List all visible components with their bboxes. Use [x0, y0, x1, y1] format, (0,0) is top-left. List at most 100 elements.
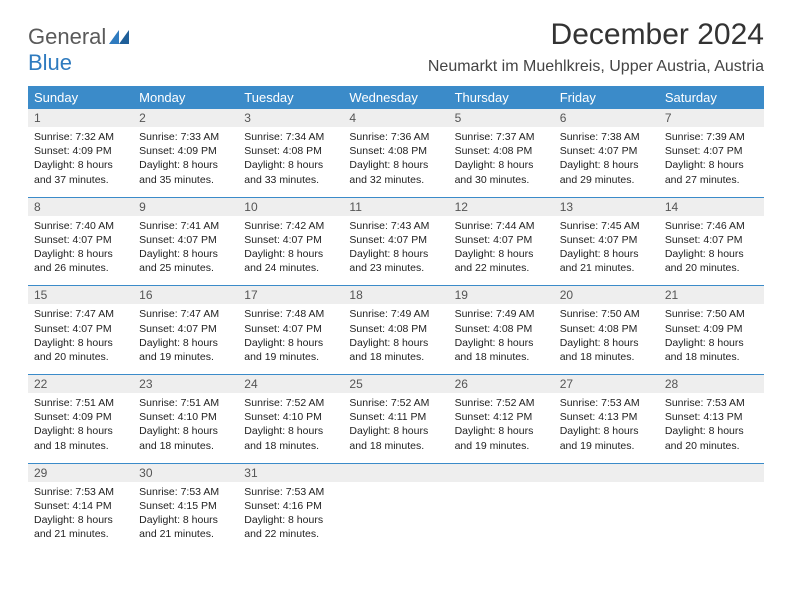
- sunset-text: Sunset: 4:08 PM: [349, 144, 442, 158]
- day-cell: Sunrise: 7:50 AMSunset: 4:08 PMDaylight:…: [554, 304, 659, 374]
- day-number: 8: [28, 197, 133, 216]
- sunset-text: Sunset: 4:10 PM: [244, 410, 337, 424]
- day-number: 23: [133, 375, 238, 394]
- daylight-text-1: Daylight: 8 hours: [34, 247, 127, 261]
- sunset-text: Sunset: 4:08 PM: [455, 144, 548, 158]
- logo-mark-icon: [109, 24, 129, 50]
- day-cell: Sunrise: 7:52 AMSunset: 4:11 PMDaylight:…: [343, 393, 448, 463]
- daylight-text-1: Daylight: 8 hours: [665, 247, 758, 261]
- daylight-text-2: and 20 minutes.: [665, 439, 758, 453]
- sunset-text: Sunset: 4:08 PM: [244, 144, 337, 158]
- day-number: 11: [343, 197, 448, 216]
- daylight-text-1: Daylight: 8 hours: [560, 336, 653, 350]
- sunrise-text: Sunrise: 7:41 AM: [139, 219, 232, 233]
- daynum-row: 293031: [28, 463, 764, 482]
- dow-wednesday: Wednesday: [343, 86, 448, 109]
- day-cell: Sunrise: 7:51 AMSunset: 4:10 PMDaylight:…: [133, 393, 238, 463]
- month-title: December 2024: [428, 18, 764, 52]
- day-number: 15: [28, 286, 133, 305]
- day-cell: Sunrise: 7:38 AMSunset: 4:07 PMDaylight:…: [554, 127, 659, 197]
- day-number: 18: [343, 286, 448, 305]
- daylight-text-1: Daylight: 8 hours: [455, 247, 548, 261]
- daylight-text-1: Daylight: 8 hours: [349, 424, 442, 438]
- calendar-table: Sunday Monday Tuesday Wednesday Thursday…: [28, 86, 764, 551]
- day-cell: Sunrise: 7:53 AMSunset: 4:13 PMDaylight:…: [659, 393, 764, 463]
- daylight-text-1: Daylight: 8 hours: [139, 424, 232, 438]
- sunset-text: Sunset: 4:14 PM: [34, 499, 127, 513]
- day-number: 6: [554, 109, 659, 127]
- data-row: Sunrise: 7:32 AMSunset: 4:09 PMDaylight:…: [28, 127, 764, 197]
- daylight-text-2: and 29 minutes.: [560, 173, 653, 187]
- location-text: Neumarkt im Muehlkreis, Upper Austria, A…: [428, 58, 764, 76]
- daylight-text-1: Daylight: 8 hours: [139, 336, 232, 350]
- day-cell: Sunrise: 7:47 AMSunset: 4:07 PMDaylight:…: [133, 304, 238, 374]
- day-number: 2: [133, 109, 238, 127]
- day-number: 1: [28, 109, 133, 127]
- sunset-text: Sunset: 4:13 PM: [560, 410, 653, 424]
- daynum-row: 15161718192021: [28, 286, 764, 305]
- daylight-text-2: and 22 minutes.: [244, 527, 337, 541]
- sunset-text: Sunset: 4:07 PM: [349, 233, 442, 247]
- day-cell: [554, 482, 659, 552]
- daylight-text-2: and 18 minutes.: [349, 439, 442, 453]
- sunset-text: Sunset: 4:07 PM: [139, 233, 232, 247]
- day-number: 4: [343, 109, 448, 127]
- daylight-text-1: Daylight: 8 hours: [139, 247, 232, 261]
- sunrise-text: Sunrise: 7:39 AM: [665, 130, 758, 144]
- daylight-text-2: and 19 minutes.: [560, 439, 653, 453]
- sunset-text: Sunset: 4:15 PM: [139, 499, 232, 513]
- sunset-text: Sunset: 4:12 PM: [455, 410, 548, 424]
- day-of-week-row: Sunday Monday Tuesday Wednesday Thursday…: [28, 86, 764, 109]
- sunrise-text: Sunrise: 7:32 AM: [34, 130, 127, 144]
- daylight-text-2: and 18 minutes.: [34, 439, 127, 453]
- sunset-text: Sunset: 4:08 PM: [349, 322, 442, 336]
- daylight-text-2: and 24 minutes.: [244, 261, 337, 275]
- daylight-text-2: and 19 minutes.: [139, 350, 232, 364]
- daylight-text-1: Daylight: 8 hours: [34, 513, 127, 527]
- sunrise-text: Sunrise: 7:48 AM: [244, 307, 337, 321]
- dow-tuesday: Tuesday: [238, 86, 343, 109]
- daylight-text-1: Daylight: 8 hours: [455, 424, 548, 438]
- daylight-text-1: Daylight: 8 hours: [349, 336, 442, 350]
- daylight-text-2: and 33 minutes.: [244, 173, 337, 187]
- daylight-text-2: and 26 minutes.: [34, 261, 127, 275]
- day-cell: Sunrise: 7:45 AMSunset: 4:07 PMDaylight:…: [554, 216, 659, 286]
- day-number: 25: [343, 375, 448, 394]
- day-number: 17: [238, 286, 343, 305]
- sunrise-text: Sunrise: 7:44 AM: [455, 219, 548, 233]
- sunset-text: Sunset: 4:07 PM: [455, 233, 548, 247]
- daylight-text-1: Daylight: 8 hours: [34, 158, 127, 172]
- daylight-text-2: and 37 minutes.: [34, 173, 127, 187]
- sunset-text: Sunset: 4:11 PM: [349, 410, 442, 424]
- sunrise-text: Sunrise: 7:33 AM: [139, 130, 232, 144]
- day-number: 24: [238, 375, 343, 394]
- daylight-text-2: and 18 minutes.: [139, 439, 232, 453]
- day-cell: Sunrise: 7:50 AMSunset: 4:09 PMDaylight:…: [659, 304, 764, 374]
- daylight-text-2: and 32 minutes.: [349, 173, 442, 187]
- day-cell: Sunrise: 7:53 AMSunset: 4:15 PMDaylight:…: [133, 482, 238, 552]
- day-number: [659, 463, 764, 482]
- day-cell: Sunrise: 7:32 AMSunset: 4:09 PMDaylight:…: [28, 127, 133, 197]
- logo: General Blue: [28, 18, 130, 76]
- sunset-text: Sunset: 4:07 PM: [139, 322, 232, 336]
- calendar-page: General Blue December 2024 Neumarkt im M…: [0, 0, 792, 551]
- daylight-text-1: Daylight: 8 hours: [665, 336, 758, 350]
- sunset-text: Sunset: 4:07 PM: [244, 233, 337, 247]
- day-cell: [449, 482, 554, 552]
- day-number: 13: [554, 197, 659, 216]
- sunrise-text: Sunrise: 7:45 AM: [560, 219, 653, 233]
- daynum-row: 1234567: [28, 109, 764, 127]
- page-header: General Blue December 2024 Neumarkt im M…: [28, 18, 764, 82]
- day-cell: Sunrise: 7:40 AMSunset: 4:07 PMDaylight:…: [28, 216, 133, 286]
- logo-part1: General: [28, 24, 106, 49]
- sunset-text: Sunset: 4:07 PM: [34, 322, 127, 336]
- daylight-text-2: and 21 minutes.: [34, 527, 127, 541]
- sunrise-text: Sunrise: 7:51 AM: [139, 396, 232, 410]
- logo-text: General Blue: [28, 24, 130, 76]
- daylight-text-2: and 25 minutes.: [139, 261, 232, 275]
- day-number: 29: [28, 463, 133, 482]
- day-cell: Sunrise: 7:53 AMSunset: 4:16 PMDaylight:…: [238, 482, 343, 552]
- sunrise-text: Sunrise: 7:34 AM: [244, 130, 337, 144]
- daylight-text-1: Daylight: 8 hours: [665, 158, 758, 172]
- daylight-text-2: and 20 minutes.: [34, 350, 127, 364]
